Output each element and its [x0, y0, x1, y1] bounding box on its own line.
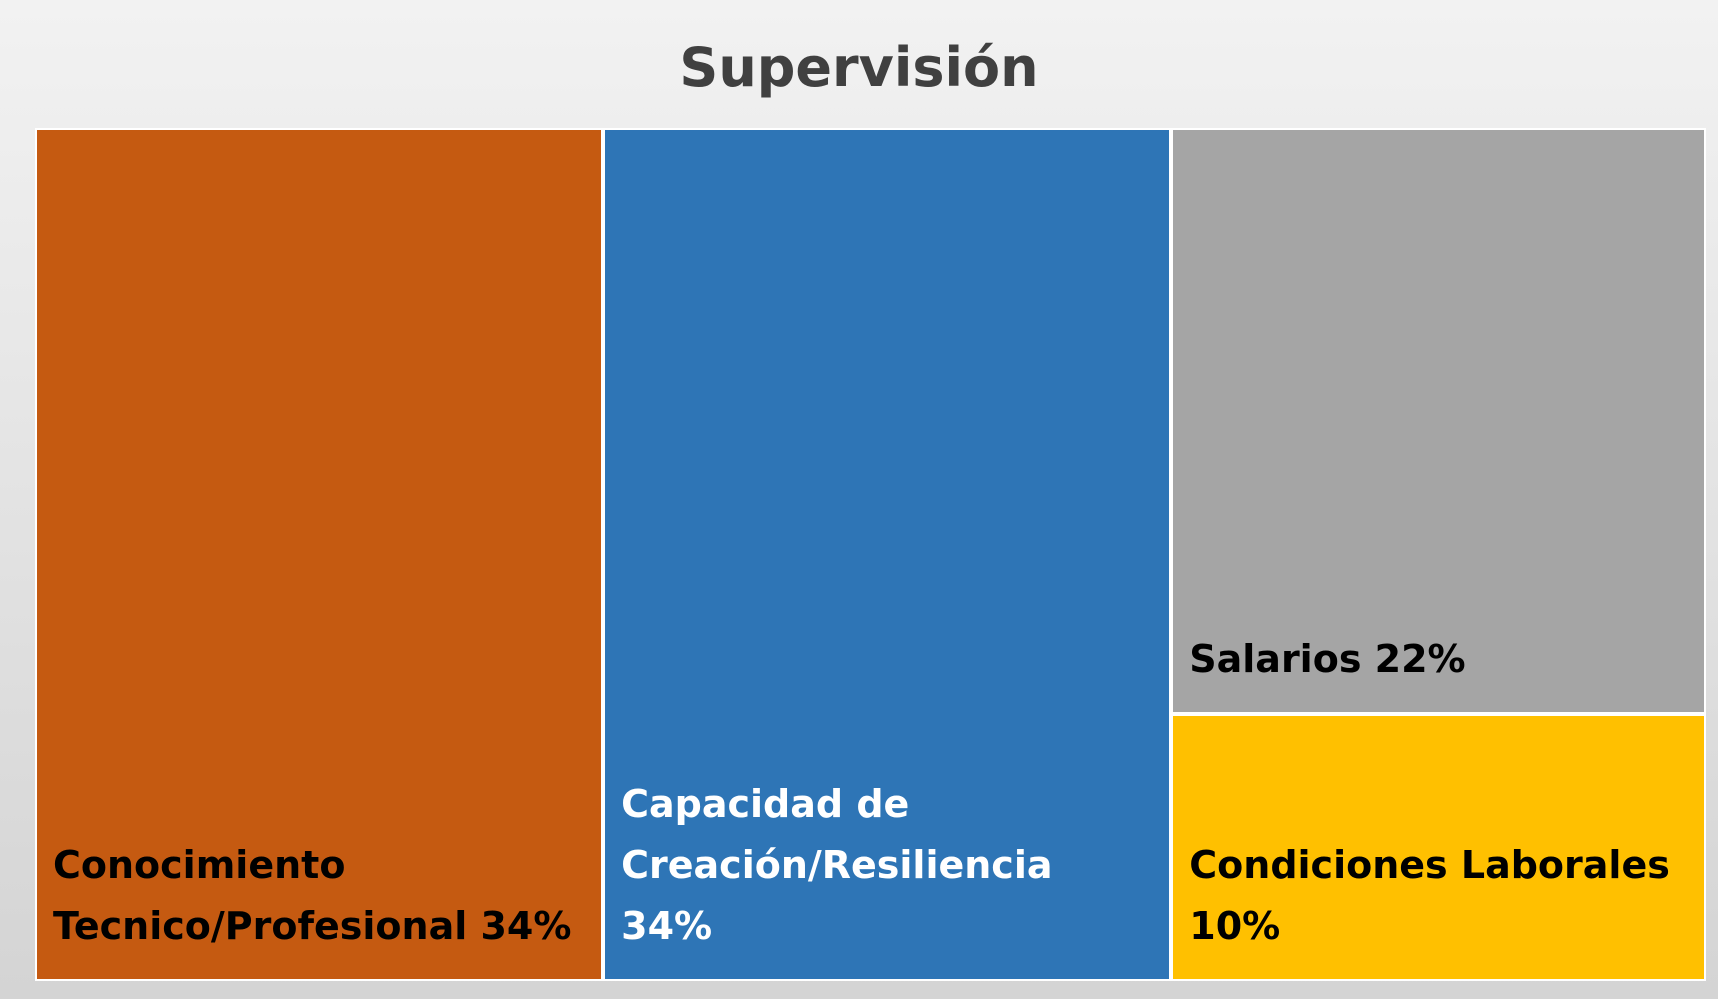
- tile-label: Salarios 22%: [1189, 629, 1690, 690]
- tile: Conocimiento Tecnico/Profesional 34%: [35, 128, 604, 981]
- tile-label: Conocimiento Tecnico/Profesional 34%: [53, 835, 587, 957]
- value-label: 34%: [480, 904, 572, 948]
- tile-label: Capacidad de Creación/Resiliencia 34%: [621, 774, 1155, 957]
- category-label: Capacidad de Creación/Resiliencia: [621, 782, 1053, 887]
- tile: Salarios 22%: [1171, 128, 1706, 715]
- category-label: Conocimiento Tecnico/Profesional: [53, 843, 468, 948]
- chart-title: Supervisión: [679, 36, 1039, 99]
- category-label: Condiciones Laborales: [1189, 843, 1670, 887]
- tile-label: Condiciones Laborales 10%: [1189, 835, 1690, 957]
- value-label: 22%: [1374, 637, 1466, 682]
- category-label: Salarios: [1189, 637, 1362, 682]
- value-label: 34%: [621, 904, 713, 948]
- tile: Capacidad de Creación/Resiliencia 34%: [603, 128, 1172, 981]
- value-label: 10%: [1189, 904, 1281, 948]
- tile: Condiciones Laborales 10%: [1171, 714, 1706, 981]
